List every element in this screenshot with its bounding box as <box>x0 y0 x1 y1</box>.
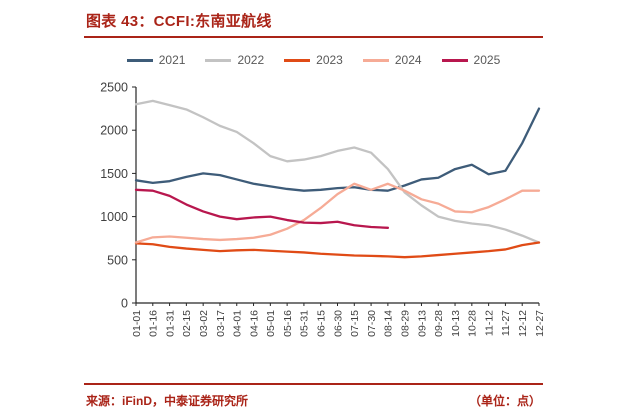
legend-line-swatch <box>362 58 389 62</box>
series-line-2021 <box>134 107 541 192</box>
legend-line-swatch <box>205 58 232 62</box>
x-tick-label: 07-15 <box>349 310 361 337</box>
legend-item-2025: 2025 <box>441 53 501 67</box>
chart-legend: 2021 2022 2023 2024 2025 <box>84 52 543 68</box>
legend-label: 2021 <box>158 53 186 67</box>
y-tick-label: 500 <box>107 253 128 267</box>
unit-text: （单位：点） <box>468 394 541 408</box>
x-tick-label: 09-13 <box>416 310 428 337</box>
x-tick-label: 05-16 <box>282 310 294 337</box>
y-tick-label: 2000 <box>100 124 128 138</box>
x-tick-label: 07-30 <box>366 310 378 337</box>
legend-label: 2023 <box>316 53 343 67</box>
legend-item-2022: 2022 <box>205 53 264 67</box>
x-tick-label: 05-01 <box>265 310 277 337</box>
legend-item-2024: 2024 <box>362 53 422 67</box>
figure-footer: 来源：iFinD，中泰证券研究所 （单位：点） <box>84 383 543 409</box>
x-tick-label: 06-15 <box>316 310 328 337</box>
ccfi-line-chart: 0 500 1000 1500 2000 2500 01-01 01-16 01-31 02-15… <box>100 81 546 337</box>
series-line-2025 <box>134 188 390 229</box>
x-tick-label: 10-28 <box>467 310 479 337</box>
legend-line-swatch <box>441 58 468 62</box>
y-tick-label: 1000 <box>100 210 128 224</box>
x-tick-label: 05-31 <box>299 310 311 337</box>
x-tick-label: 04-01 <box>232 310 244 337</box>
y-tick-label: 1500 <box>100 167 128 181</box>
x-tick-label: 01-01 <box>131 310 143 337</box>
x-tick-label: 08-29 <box>399 310 411 337</box>
legend-item-2023: 2023 <box>284 53 343 67</box>
series-line-2023 <box>134 241 541 259</box>
x-tick-label: 02-15 <box>181 310 193 337</box>
x-tick-label: 03-02 <box>198 310 210 337</box>
x-tick-label: 08-14 <box>383 310 395 337</box>
x-tick-label: 09-28 <box>433 310 445 337</box>
chart-area: 0 500 1000 1500 2000 2500 01-01 01-16 01-31 02-15… <box>84 71 546 366</box>
title-rule <box>84 36 543 38</box>
x-tick-label: 12-12 <box>517 310 529 337</box>
legend-label: 2024 <box>394 53 422 67</box>
x-tick-label: 01-31 <box>164 310 176 337</box>
legend-label: 2025 <box>473 53 501 67</box>
legend-item-2021: 2021 <box>126 53 186 67</box>
legend-line-swatch <box>126 58 153 62</box>
x-tick-label: 11-12 <box>483 310 495 336</box>
x-tick-label: 04-16 <box>248 310 260 337</box>
x-tick-label: 11-27 <box>500 310 512 336</box>
legend-label: 2022 <box>237 53 265 67</box>
x-tick-label: 06-30 <box>332 310 344 337</box>
series-line-2024 <box>134 182 541 244</box>
x-tick-label: 10-13 <box>450 310 462 337</box>
x-tick-label: 03-17 <box>215 310 227 337</box>
series-line-2022 <box>134 99 541 244</box>
x-tick-label: 01-16 <box>148 310 160 337</box>
y-tick-label: 2500 <box>100 81 128 95</box>
figure-title: 图表 43：CCFI:东南亚航线 <box>86 13 272 30</box>
source-text: 来源：iFinD，中泰证券研究所 <box>86 394 248 408</box>
legend-line-swatch <box>284 58 311 62</box>
x-tick-label: 12-27 <box>534 310 543 337</box>
y-tick-label: 0 <box>121 297 128 311</box>
